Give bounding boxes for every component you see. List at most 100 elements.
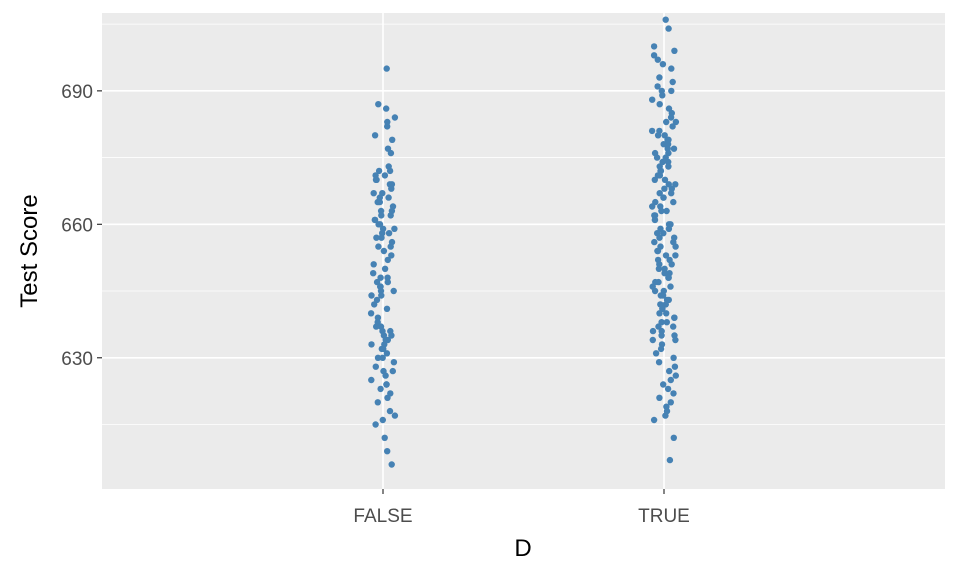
data-point: [390, 287, 397, 295]
data-point: [383, 65, 390, 72]
data-point: [654, 247, 662, 255]
data-point: [665, 25, 672, 32]
minor-gridlines: [102, 23, 945, 425]
data-point: [660, 194, 667, 201]
data-point: [672, 243, 679, 250]
data-point: [384, 278, 391, 286]
data-point: [656, 310, 663, 317]
y-tick-label: 660: [61, 215, 93, 236]
data-point: [654, 132, 662, 139]
data-point: [384, 123, 391, 130]
data-point: [666, 456, 674, 464]
data-point: [660, 230, 667, 237]
data-point: [671, 363, 679, 370]
data-point: [383, 305, 391, 312]
data-point: [666, 367, 673, 375]
data-point: [661, 270, 668, 277]
x-tick-label: TRUE: [638, 506, 690, 527]
data-point: [663, 319, 670, 326]
data-point: [384, 256, 391, 264]
data-point: [370, 270, 377, 277]
data-point: [671, 314, 678, 321]
data-point: [390, 359, 398, 366]
data-point: [656, 172, 664, 179]
data-point: [655, 323, 662, 330]
data-point: [371, 301, 378, 308]
data-point: [656, 74, 663, 81]
data-point: [661, 176, 669, 183]
data-point: [382, 372, 389, 379]
data-point: [375, 101, 382, 108]
data-point: [656, 101, 663, 108]
data-point: [374, 354, 382, 361]
data-point: [379, 416, 386, 424]
data-point: [663, 310, 670, 317]
data-point: [662, 412, 669, 419]
data-point: [650, 43, 658, 50]
data-point: [372, 421, 379, 428]
data-point: [669, 123, 676, 130]
data-point: [386, 167, 394, 175]
data-point: [384, 394, 391, 401]
data-point: [375, 167, 383, 175]
data-point: [661, 185, 668, 192]
data-point: [373, 234, 380, 241]
data-point: [649, 336, 656, 344]
data-point: [665, 274, 672, 281]
data-point: [654, 56, 661, 63]
data-point: [660, 141, 667, 148]
data-point: [649, 203, 656, 210]
data-point: [387, 243, 394, 250]
data-point: [383, 381, 390, 388]
data-point: [384, 336, 391, 344]
data-point: [662, 16, 669, 23]
data-point: [653, 154, 661, 161]
data-point: [656, 394, 663, 401]
data-point: [672, 372, 679, 379]
data-point: [671, 47, 678, 54]
y-tick-label: 630: [61, 349, 93, 370]
data-point: [668, 65, 675, 72]
data-point: [669, 78, 676, 86]
data-point: [667, 399, 674, 406]
data-point: [667, 114, 675, 121]
data-point: [372, 176, 380, 183]
data-point: [667, 283, 674, 290]
data-point: [385, 194, 392, 201]
x-axis-title: D: [514, 535, 531, 562]
data-point: [656, 234, 663, 241]
data-point: [651, 216, 659, 224]
data-point: [654, 83, 661, 90]
data-point: [380, 247, 388, 255]
data-point: [651, 176, 658, 183]
data-point: [665, 158, 672, 166]
data-point: [650, 52, 658, 59]
data-point: [662, 301, 669, 308]
data-point: [378, 234, 385, 241]
data-point: [670, 354, 677, 361]
data-point: [672, 252, 679, 259]
data-point: [672, 336, 679, 344]
data-point: [374, 314, 382, 321]
data-point: [670, 145, 678, 152]
data-point: [377, 385, 384, 393]
data-point: [381, 172, 389, 179]
data-point: [371, 216, 378, 224]
data-point: [668, 261, 675, 268]
data-point: [664, 385, 672, 393]
data-point: [662, 252, 670, 259]
data-point: [383, 105, 390, 112]
data-point: [373, 278, 381, 286]
data-point: [385, 230, 393, 237]
data-point: [651, 212, 659, 219]
data-point: [388, 252, 395, 259]
data-point: [378, 292, 385, 299]
data-point: [665, 221, 673, 228]
data-point: [670, 198, 677, 206]
data-point: [649, 327, 657, 335]
data-point: [665, 225, 673, 232]
data-points: [367, 16, 680, 468]
x-axis-ticks: FALSE TRUE: [353, 489, 690, 527]
data-point: [649, 96, 656, 103]
data-point: [660, 381, 667, 388]
